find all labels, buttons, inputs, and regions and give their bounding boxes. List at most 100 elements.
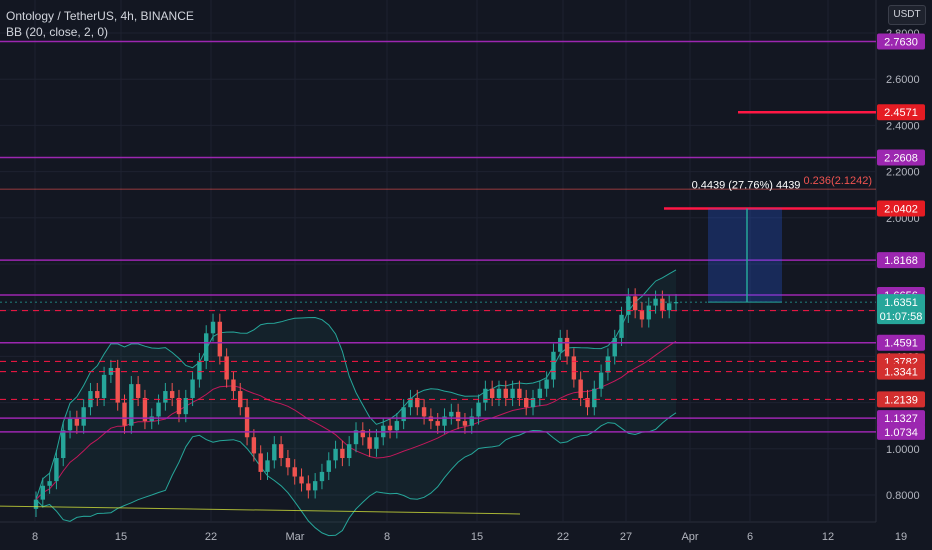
candle-body [142,397,148,422]
chart-legend: Ontology / TetherUS, 4h, BINANCE BB (20,… [6,8,194,40]
candle-body [483,388,488,403]
candle-body [346,444,352,459]
candle-body [40,485,46,500]
candle-body [544,379,549,389]
projection-box [708,208,782,303]
candle-body [496,388,502,398]
candle-body [524,397,529,408]
x-tick-label: 22 [557,531,569,543]
candle-body [408,397,413,408]
candle-body [156,402,161,417]
candle-body [489,388,495,398]
candle-body [558,337,563,352]
ray-price-label: 2.4571 [884,107,918,119]
x-tick-label: 12 [822,531,834,543]
current-price-bg [877,294,925,325]
level-price-label-bg [877,33,925,50]
candle-body [115,367,120,403]
symbol-title: Ontology / TetherUS, 4h, BINANCE [6,9,194,23]
candle-body [585,397,590,408]
candle-body [666,303,672,311]
candle-body [224,356,229,380]
current-price-label: 1.6351 [884,297,918,309]
level-price-label-bg [877,423,925,440]
time-axis: 8 15 22 Mar 8 15 22 27 Apr 6 12 19 [32,531,907,543]
candle-body [67,418,73,431]
level-price-label-bg [877,410,925,427]
candle-body [449,411,454,417]
x-tick-label: Apr [681,531,698,543]
currency-unit-button[interactable]: USDT [888,5,926,25]
ray-price-label: 2.0402 [884,204,918,216]
candle-body [367,437,372,449]
candle-body [421,407,427,417]
y-tick-label: 2.2000 [886,167,920,179]
candle-body [455,411,461,422]
annotations: 0.236(2.1242)0.4439 (27.76%) 4439 [0,175,876,515]
candle-body [394,421,400,431]
candle-body [312,481,318,491]
candle-body [54,458,59,482]
bb-upper [35,269,677,500]
candle-body [462,421,468,426]
candle-body [612,337,617,357]
level-price-label: 1.4591 [884,338,918,350]
x-tick-label: 15 [115,531,127,543]
candle-body [442,416,447,426]
level-price-label: 1.8168 [884,255,918,267]
candle-body [415,397,420,408]
fib-label: 0.236(2.1242) [804,175,873,187]
candle-body [517,388,522,398]
candle-body [217,321,223,357]
level-price-label: 1.1327 [884,413,918,425]
dashed-level-price-label-bg [877,391,925,408]
candle-body [197,361,202,380]
candle-body [238,391,243,408]
x-tick-label: 27 [620,531,632,543]
candle-body [95,391,100,398]
candle-body [74,418,80,426]
x-tick-label: Mar [286,531,305,543]
ray-price-label-bg [877,200,925,217]
candle-body [129,384,134,426]
candle-body [251,437,257,454]
candle-body [435,421,440,426]
candle-body [564,337,570,357]
ray-price-label-bg [877,104,925,121]
dashed-level-price-label-bg [877,363,925,380]
candle-body [469,416,474,426]
candle-body [272,444,277,461]
candle-body [551,351,556,380]
bb-lower [35,412,677,537]
candle-body [476,402,481,417]
candle-body [374,437,379,449]
candle-body [353,430,359,445]
x-tick-label: 8 [384,531,390,543]
candle-body [244,407,250,438]
candle-body [265,460,270,472]
candle-body [578,379,583,398]
candle-body [258,453,263,472]
trend-line [0,505,521,515]
candle-body [135,384,141,398]
candle-body [571,356,577,380]
candle-body [183,397,188,415]
candle-body [639,310,645,320]
y-tick-label: 0.8000 [886,490,920,502]
price-axis: 2.80002.60002.40002.20002.00001.80001.60… [877,28,925,502]
candle-body [81,407,86,426]
candle-body [660,298,665,311]
x-tick-label: 15 [471,531,483,543]
x-tick-label: 8 [32,531,38,543]
candle-body [292,467,297,477]
candle-body [626,296,631,315]
candle-body [163,391,168,403]
candle-body [190,379,195,398]
candle-body [401,407,406,422]
x-tick-label: 22 [205,531,217,543]
candles [33,288,679,517]
candle-body [278,444,284,459]
measure-label: 0.4439 (27.76%) 4439 [692,180,801,192]
